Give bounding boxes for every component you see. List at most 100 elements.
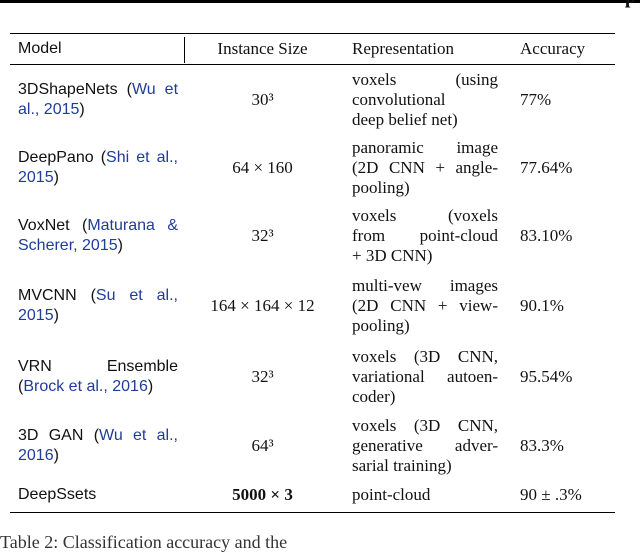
- column-header: Instance Size: [217, 39, 308, 58]
- model-name: DeepPano (: [18, 149, 107, 166]
- representation-line: panoramic image: [352, 138, 498, 157]
- citation: Maturana & Scherer, 2015: [18, 217, 178, 254]
- size-text: 32³: [251, 367, 274, 386]
- representation-lines: point-cloud: [352, 485, 498, 505]
- accuracy: 77%: [520, 66, 620, 134]
- instance-size: 32³: [190, 342, 335, 412]
- instance-size: 32³: [190, 202, 335, 270]
- model-end: ): [53, 447, 59, 464]
- model-text: MVCNN (Su et al., 2015): [18, 286, 178, 326]
- representation-line: pooling): [352, 316, 410, 335]
- size-text: 5000 × 3: [232, 485, 293, 504]
- model-cell: DeepPano (Shi et al., 2015): [18, 134, 178, 202]
- accuracy-text: 90 ± .3%: [520, 485, 582, 504]
- caption: Table 2: Classification accuracy and the: [0, 532, 288, 552]
- representation-line: voxels (voxels: [352, 206, 498, 225]
- instance-size: 164 × 164 × 12: [190, 270, 335, 342]
- citation: Wu et al., 2015: [18, 81, 179, 118]
- model-text: 3DShapeNets (Wu et al., 2015): [18, 80, 178, 120]
- representation-line: convolutional: [352, 90, 446, 109]
- citation: Brock et al., 2016: [23, 378, 148, 395]
- model-cell: 3D GAN (Wu et al., 2016): [18, 412, 178, 480]
- accuracy-text: 77%: [520, 90, 552, 109]
- accuracy: 83.10%: [520, 202, 620, 270]
- representation-lines: voxels (3D CNN, variational autoen-coder): [352, 347, 498, 407]
- representation-line: deep belief net): [352, 110, 458, 129]
- representation-lines: panoramic image (2D CNN + angle-pooling): [352, 138, 498, 198]
- model-name: VoxNet (: [18, 217, 88, 234]
- representation: voxels (3D CNN, generative adver-sarial t…: [352, 412, 498, 480]
- size-text: 32³: [251, 226, 274, 245]
- representation-line: (2D CNN + view-: [352, 296, 498, 315]
- size-text: 64³: [251, 436, 274, 455]
- header-fragment: p: [625, 0, 636, 9]
- representation: voxels (voxels from point-cloud + 3D CNN): [352, 202, 498, 270]
- accuracy: 77.64%: [520, 134, 620, 202]
- model-name: 3D GAN (: [18, 427, 100, 444]
- representation-line: voxels (3D CNN,: [352, 416, 498, 435]
- representation-line: generative adver-: [352, 436, 498, 455]
- accuracy-text: 90.1%: [520, 296, 564, 315]
- representation-lines: multi-vew images (2D CNN + view-pooling): [352, 276, 498, 336]
- accuracy-text: 83.3%: [520, 436, 564, 455]
- table-top-rule: [10, 33, 615, 34]
- representation: multi-vew images (2D CNN + view-pooling): [352, 270, 498, 342]
- instance-size: 64³: [190, 412, 335, 480]
- representation-line: multi-vew images: [352, 276, 498, 295]
- accuracy-text: 95.54%: [520, 367, 573, 386]
- model-text: VRN Ensemble (Brock et al., 2016): [18, 357, 178, 397]
- representation-line: + 3D CNN): [352, 246, 433, 265]
- representation: panoramic image (2D CNN + angle-pooling): [352, 134, 498, 202]
- model-cell: DeepSsets: [18, 480, 178, 510]
- representation-lines: voxels (using convolutional deep belief ne…: [352, 70, 498, 130]
- model-cell: VRN Ensemble (Brock et al., 2016): [18, 342, 178, 412]
- representation-lines: voxels (3D CNN, generative adver-sarial t…: [352, 416, 498, 476]
- citation: Su et al., 2015: [18, 287, 178, 324]
- representation-line: variational autoen-: [352, 367, 498, 386]
- model-name: MVCNN (: [18, 287, 96, 304]
- model-text: 3D GAN (Wu et al., 2016): [18, 426, 178, 466]
- representation-line: coder): [352, 387, 396, 406]
- model-text: DeepSsets: [18, 485, 178, 505]
- column-separator: [184, 37, 185, 63]
- accuracy: 90 ± .3%: [520, 480, 620, 510]
- representation-lines: voxels (voxels from point-cloud + 3D CNN): [352, 206, 498, 266]
- representation-line: (2D CNN + angle-: [352, 158, 498, 177]
- model-end: ): [147, 378, 154, 395]
- representation-line: sarial training): [352, 456, 452, 475]
- model-end: ): [53, 307, 59, 324]
- model-name: DeepSsets: [18, 486, 97, 503]
- size-text: 164 × 164 × 12: [210, 296, 315, 315]
- accuracy: 90.1%: [520, 270, 620, 342]
- instance-size: 30³: [190, 66, 335, 134]
- representation-line: voxels (using: [352, 70, 498, 89]
- representation-line: from point-cloud: [352, 226, 498, 245]
- model-end: ): [117, 237, 123, 254]
- model-name: VRN Ensemble (: [18, 358, 178, 395]
- representation-line: point-cloud: [352, 485, 431, 504]
- citation: Shi et al., 2015: [18, 149, 179, 186]
- instance-size: 5000 × 3: [190, 480, 335, 510]
- representation: point-cloud: [352, 480, 498, 510]
- representation-line: voxels (3D CNN,: [352, 347, 498, 366]
- model-end: ): [79, 101, 85, 118]
- column-header: Representation: [352, 39, 454, 58]
- table-bottom-rule: [10, 512, 615, 513]
- accuracy-text: 77.64%: [520, 158, 573, 177]
- model-end: ): [53, 169, 59, 186]
- size-text: 64 × 160: [232, 158, 293, 177]
- instance-size: 64 × 160: [190, 134, 335, 202]
- model-cell: VoxNet (Maturana & Scherer, 2015): [18, 202, 178, 270]
- model-cell: 3DShapeNets (Wu et al., 2015): [18, 66, 178, 134]
- model-text: DeepPano (Shi et al., 2015): [18, 148, 178, 188]
- representation: voxels (using convolutional deep belief ne…: [352, 66, 498, 134]
- header-rule: [10, 64, 615, 65]
- model-text: VoxNet (Maturana & Scherer, 2015): [18, 216, 178, 256]
- representation: voxels (3D CNN, variational autoen-coder): [352, 342, 498, 412]
- model-name: 3DShapeNets (: [18, 81, 132, 98]
- citation: Wu et al., 2016: [18, 427, 178, 464]
- model-cell: MVCNN (Su et al., 2015): [18, 270, 178, 342]
- accuracy: 95.54%: [520, 342, 620, 412]
- column-header: Accuracy: [520, 39, 586, 58]
